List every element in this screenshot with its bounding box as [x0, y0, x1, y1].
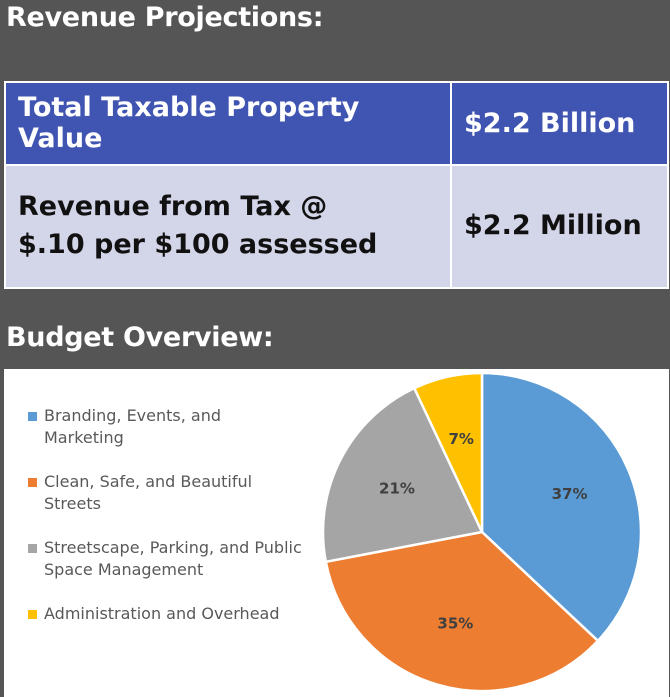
- legend-label: Space Management: [44, 560, 204, 579]
- revenue-heading: Revenue Projections:: [6, 2, 324, 33]
- legend-swatch: [28, 412, 37, 421]
- property-value-amount: $2.2 Billion: [450, 81, 669, 166]
- revenue-table: Total Taxable Property Value $2.2 Billio…: [4, 81, 669, 290]
- slice-administration: [412, 371, 484, 533]
- slice-branding: [480, 371, 643, 643]
- legend-item-branding: Branding, Events, and Marketing: [28, 405, 328, 449]
- slice-streetscape: [321, 386, 484, 564]
- legend-label: Clean, Safe, and Beautiful: [44, 472, 253, 491]
- tax-revenue-label-line1: Revenue from Tax @: [18, 191, 328, 223]
- label-streetscape: 21%: [379, 480, 415, 498]
- table-row: Total Taxable Property Value $2.2 Billio…: [4, 81, 669, 166]
- budget-pie-chart: Branding, Events, and Marketing Clean, S…: [4, 369, 669, 697]
- legend-item-clean-safe: Clean, Safe, and Beautiful Streets: [28, 471, 328, 515]
- legend-swatch: [28, 478, 37, 487]
- legend-label: Streetscape, Parking, and Public: [44, 538, 302, 557]
- budget-heading: Budget Overview:: [6, 322, 274, 353]
- label-branding: 37%: [552, 485, 588, 503]
- legend-label: Streets: [44, 494, 101, 513]
- legend-label: Administration and Overhead: [44, 604, 280, 623]
- tax-revenue-label-line2: $.10 per $100 assessed: [18, 229, 378, 261]
- tax-revenue-label: Revenue from Tax @ $.10 per $100 assesse…: [4, 163, 452, 290]
- pie-svg: 37% 35% 21% 7%: [321, 371, 643, 693]
- legend-label: Branding, Events, and: [44, 406, 222, 425]
- legend-item-administration: Administration and Overhead: [28, 603, 328, 625]
- legend-swatch: [28, 544, 37, 553]
- label-clean-safe: 35%: [437, 615, 473, 633]
- slice-clean-safe: [324, 530, 600, 693]
- label-administration: 7%: [448, 430, 473, 448]
- legend-item-streetscape: Streetscape, Parking, and Public Space M…: [28, 537, 328, 581]
- legend-label: Marketing: [44, 428, 124, 447]
- legend-swatch: [28, 610, 37, 619]
- tax-revenue-amount: $2.2 Million: [450, 163, 669, 290]
- property-value-label: Total Taxable Property Value: [4, 81, 452, 166]
- chart-legend: Branding, Events, and Marketing Clean, S…: [28, 405, 328, 647]
- table-row: Revenue from Tax @ $.10 per $100 assesse…: [4, 163, 669, 290]
